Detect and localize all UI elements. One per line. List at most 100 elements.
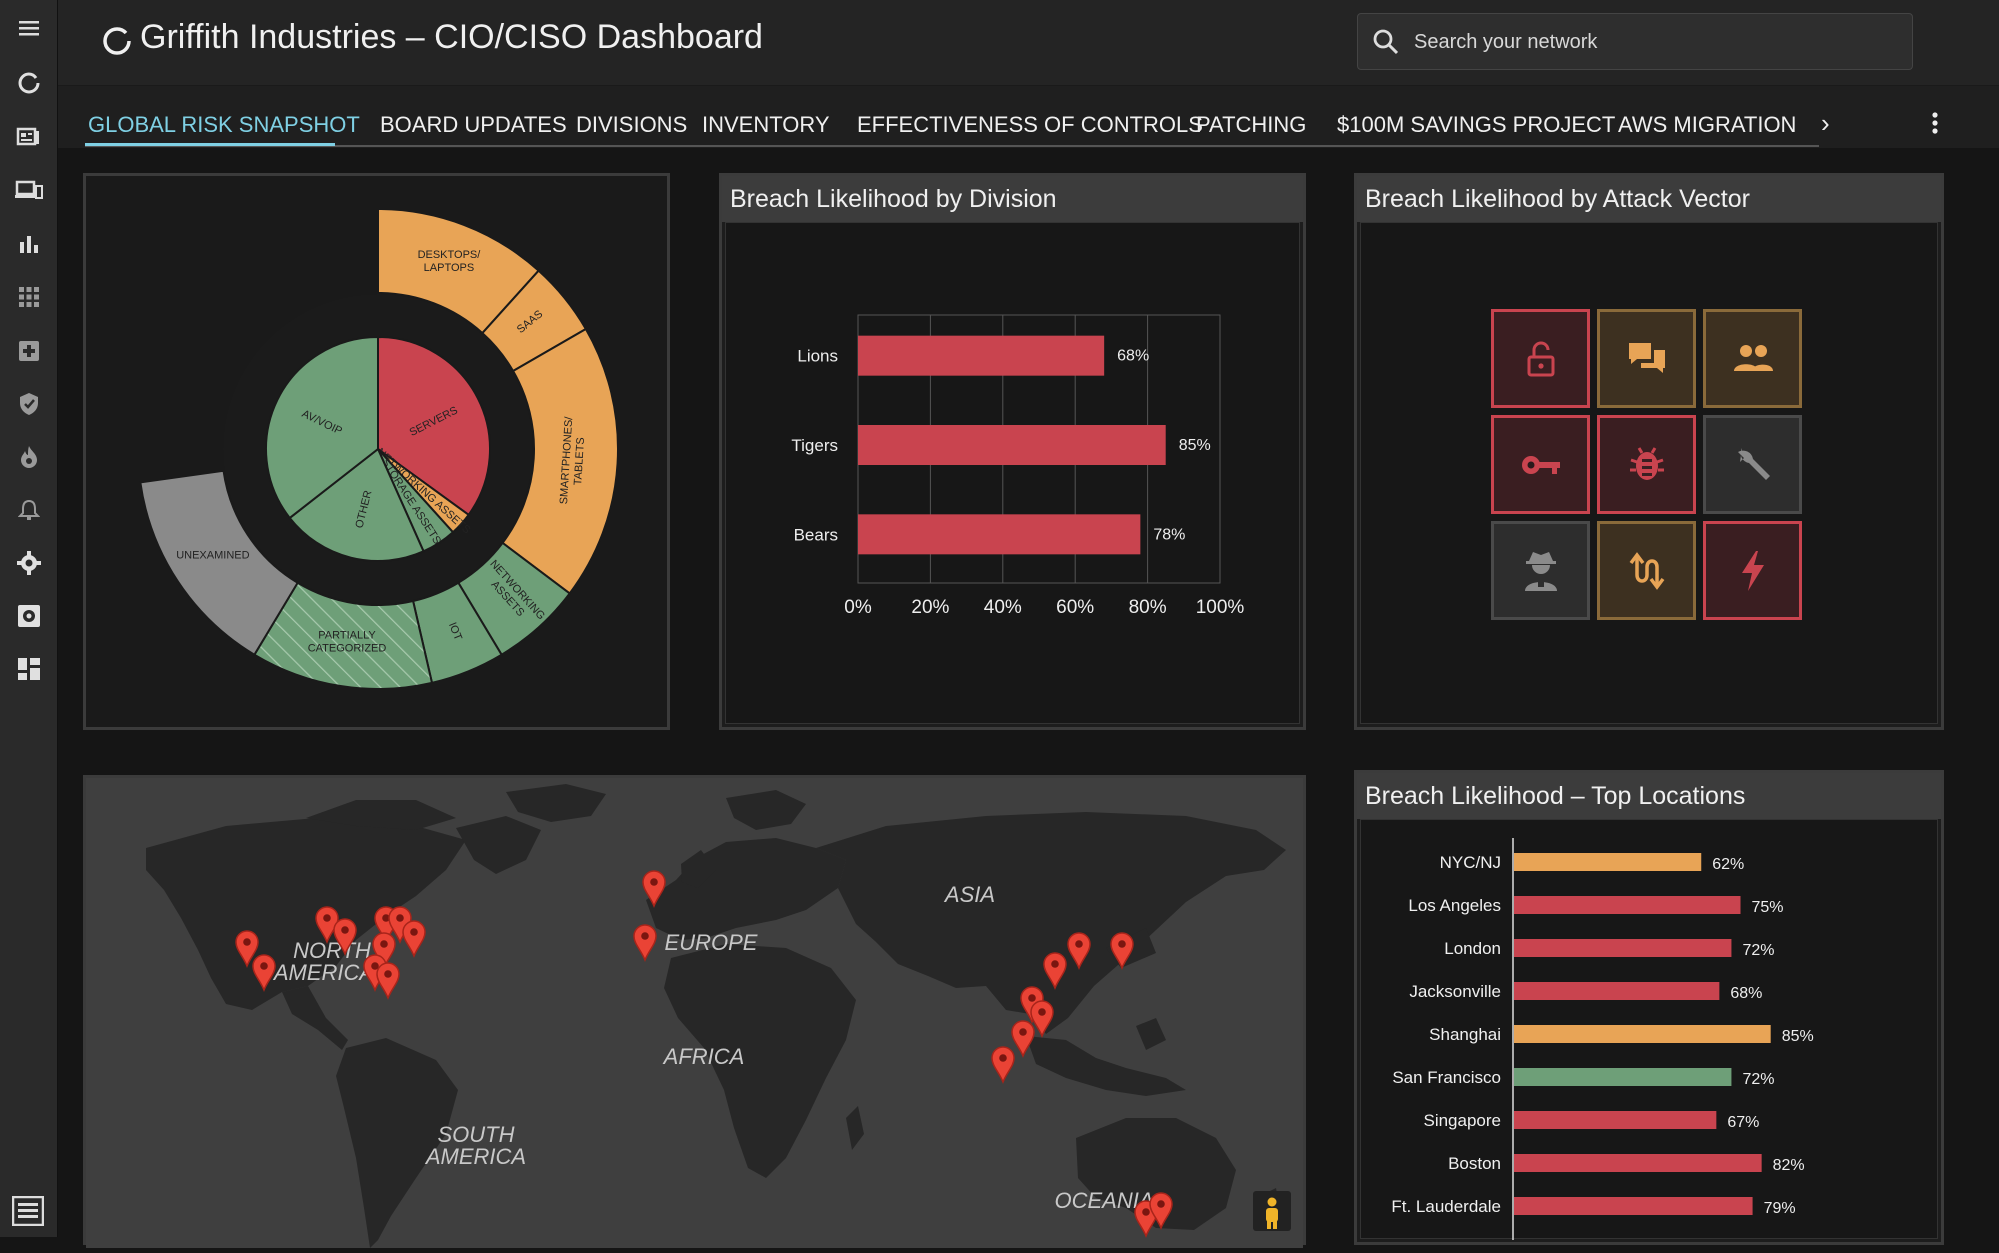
shield-check-icon[interactable] [14,389,44,419]
location-bar[interactable] [1514,939,1732,957]
sunburst-outer-segment[interactable] [139,469,300,657]
search-box[interactable] [1357,13,1913,70]
map-label-north-america: NORTH AMERICA [272,938,374,985]
map-pin-icon[interactable] [333,918,357,957]
vector-swap-arrows[interactable] [1597,521,1696,620]
tab-aws-migration[interactable]: AWS MIGRATION [1618,112,1797,137]
division-bar[interactable] [858,425,1166,465]
tab-board-updates[interactable]: BOARD UPDATES [380,112,567,137]
bell-icon[interactable] [14,495,44,525]
collapse-panel-icon[interactable] [10,1194,46,1228]
swap-arrows-icon [1629,551,1664,590]
map-pin-icon[interactable] [235,930,259,969]
sunburst-inner-segment[interactable] [377,335,491,517]
tabs-scroll-right-button[interactable]: › [1821,108,1830,138]
map-pin-icon[interactable] [372,932,396,971]
vector-unlock[interactable] [1491,309,1590,408]
map-label-africa: AFRICA [662,1044,745,1069]
map-pin-icon[interactable] [1110,932,1134,971]
tab-divisions[interactable]: DIVISIONS [576,112,688,137]
map-pin-icon[interactable] [1067,932,1091,971]
location-bar[interactable] [1514,1111,1717,1129]
division-bar[interactable] [858,335,1105,376]
apps-grid-icon[interactable] [14,282,44,312]
location-label: Shanghai [1429,1025,1501,1044]
top-locations-panel: Breach Likelihood – Top Locations NYC/NJ… [1354,770,1944,1245]
division-panel-title: Breach Likelihood by Division [722,176,1303,222]
location-bar[interactable] [1514,982,1720,1000]
value-label: 72% [1742,1071,1774,1088]
value-label: 85% [1179,437,1211,454]
settings-box-icon[interactable] [14,601,44,631]
location-bar[interactable] [1514,1068,1732,1086]
tab-effectiveness-of-controls[interactable]: EFFECTIVENESS OF CONTROLS [857,112,1203,137]
tab-inventory[interactable]: INVENTORY [702,112,830,137]
vector-chat[interactable] [1597,309,1696,408]
page-title: Griffith Industries – CIO/CISO Dashboard [140,18,763,56]
location-label: Los Angeles [1408,896,1501,915]
tab-global-risk-snapshot[interactable]: GLOBAL RISK SNAPSHOT [88,112,360,137]
value-label: 67% [1727,1114,1759,1131]
more-options-icon[interactable] [1925,110,1945,140]
vector-people[interactable] [1703,309,1802,408]
world-map-panel[interactable]: NORTH AMERICA EUROPE ASIA AFRICA SOUTH AME… [83,775,1306,1248]
refresh-icon [103,27,131,55]
category-label: Bears [794,525,838,544]
unlock-icon [1527,341,1554,376]
location-bar[interactable] [1514,853,1702,871]
attack-vector-panel-title: Breach Likelihood by Attack Vector [1357,176,1941,222]
tab-100m-savings-project[interactable]: $100M SAVINGS PROJECT [1337,112,1616,137]
map-pin-icon[interactable] [1043,952,1067,991]
location-label: San Francisco [1392,1068,1501,1087]
division-bar-chart: 0% 20% 40% 60% 80% 100% Lions 68% Tigers 85% Bears… [791,314,1244,618]
world-map[interactable]: NORTH AMERICA EUROPE ASIA AFRICA SOUTH AME… [86,778,1303,1248]
refresh-icon[interactable] [14,68,44,98]
sunburst-inner-segment[interactable] [265,335,379,520]
map-pin-icon[interactable] [1030,1000,1054,1039]
news-icon[interactable] [14,122,44,152]
map-label-asia: ASIA [943,882,995,907]
hamburger-menu-icon[interactable] [14,13,44,43]
vector-wrench[interactable] [1703,415,1802,514]
tab-patching[interactable]: PATCHING [1196,112,1307,137]
sunburst-inner-segment[interactable] [288,447,425,562]
people-icon [1733,344,1773,371]
location-bar[interactable] [1514,1025,1771,1043]
sunburst-outer-label: SMARTPHONES/TABLETS [558,415,588,505]
bug-icon [1629,446,1664,480]
vector-key[interactable] [1491,415,1590,514]
category-label: Lions [797,347,838,366]
search-input[interactable] [1414,26,1894,58]
map-pin-icon[interactable] [633,924,657,963]
location-bar[interactable] [1514,896,1741,914]
map-pin-icon[interactable] [1149,1192,1173,1231]
division-bar[interactable] [858,514,1141,555]
value-label: 68% [1730,985,1762,1002]
gear-icon[interactable] [14,548,44,578]
location-bar[interactable] [1514,1197,1753,1215]
x-tick-label: 40% [984,597,1022,618]
vector-bug[interactable] [1597,415,1696,514]
map-pin-icon[interactable] [991,1046,1015,1085]
fire-icon[interactable] [14,442,44,472]
medical-plus-icon[interactable] [14,336,44,366]
map-pin-icon[interactable] [402,920,426,959]
value-label: 68% [1117,348,1149,365]
vector-spy[interactable] [1491,521,1590,620]
map-pin-icon[interactable] [1011,1020,1035,1059]
bar-chart-icon[interactable] [14,229,44,259]
street-view-pegman-icon[interactable] [1253,1191,1291,1231]
vector-lightning[interactable] [1703,521,1802,620]
map-pin-icon[interactable] [252,954,276,993]
map-pin-icon[interactable] [376,962,400,1001]
dashboard-icon[interactable] [14,654,44,684]
x-tick-label: 60% [1056,597,1094,618]
sunburst-outer-label: DESKTOPS/LAPTOPS [418,249,482,274]
map-pin-icon[interactable] [642,870,666,909]
location-bar[interactable] [1514,1154,1762,1172]
devices-icon[interactable] [14,175,44,205]
value-label: 78% [1153,526,1185,543]
location-label: Ft. Lauderdale [1391,1197,1501,1216]
chat-icon [1628,342,1665,373]
lightning-icon [1741,550,1764,591]
